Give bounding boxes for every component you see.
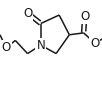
Text: N: N [36, 39, 45, 52]
Text: O: O [80, 10, 89, 23]
Text: O: O [90, 37, 99, 50]
Text: O: O [23, 7, 32, 20]
Text: O: O [2, 41, 11, 54]
